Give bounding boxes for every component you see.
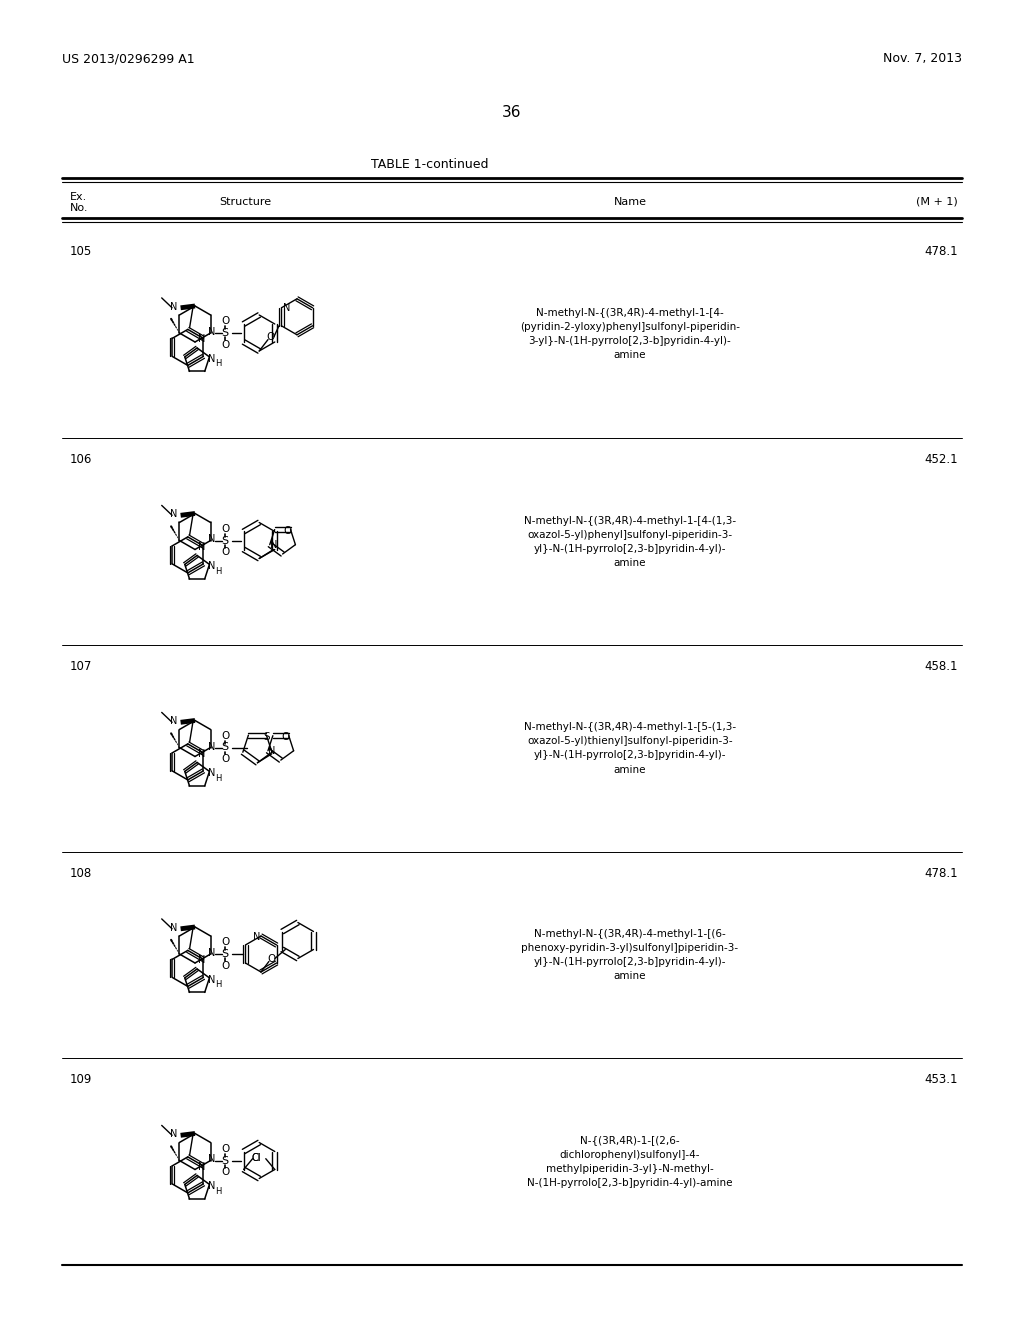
Text: Ex.: Ex. [70,191,87,202]
Text: N: N [208,354,215,364]
Text: O: O [221,317,229,326]
Text: yl}-N-(1H-pyrrolo[2,3-b]pyridin-4-yl)-: yl}-N-(1H-pyrrolo[2,3-b]pyridin-4-yl)- [534,751,726,760]
Text: S: S [221,949,228,960]
Text: 3-yl}-N-(1H-pyrrolo[2,3-b]pyridin-4-yl)-: 3-yl}-N-(1H-pyrrolo[2,3-b]pyridin-4-yl)- [528,337,731,346]
Text: 105: 105 [70,246,92,257]
Text: yl}-N-(1H-pyrrolo[2,3-b]pyridin-4-yl)-: yl}-N-(1H-pyrrolo[2,3-b]pyridin-4-yl)- [534,957,726,968]
Text: O: O [267,953,276,964]
Text: H: H [215,981,221,990]
Text: O: O [284,525,292,536]
Text: O: O [221,961,229,970]
Text: 458.1: 458.1 [925,660,958,673]
Text: 453.1: 453.1 [925,1073,958,1086]
Text: N: N [198,1162,205,1172]
Text: N: N [270,540,278,549]
Text: Cl: Cl [252,1152,261,1163]
Text: oxazol-5-yl)thienyl]sulfonyl-piperidin-3-: oxazol-5-yl)thienyl]sulfonyl-piperidin-3… [527,737,733,747]
Text: N-methyl-N-{(3R,4R)-4-methyl-1-[4-: N-methyl-N-{(3R,4R)-4-methyl-1-[4- [537,308,724,318]
Text: Nov. 7, 2013: Nov. 7, 2013 [883,51,962,65]
Text: N: N [208,975,215,985]
Text: 452.1: 452.1 [925,453,958,466]
Text: amine: amine [613,350,646,360]
Text: H: H [215,359,221,368]
Text: N-methyl-N-{(3R,4R)-4-methyl-1-[4-(1,3-: N-methyl-N-{(3R,4R)-4-methyl-1-[4-(1,3- [524,516,736,525]
Text: N-methyl-N-{(3R,4R)-4-methyl-1-[5-(1,3-: N-methyl-N-{(3R,4R)-4-methyl-1-[5-(1,3- [524,722,736,733]
Text: N: N [198,748,205,759]
Text: N: N [208,535,215,544]
Text: N: N [170,302,178,312]
Text: N: N [253,932,261,942]
Text: S: S [221,536,228,545]
Text: O: O [221,754,229,764]
Text: 108: 108 [70,867,92,880]
Text: N: N [283,302,290,313]
Text: 478.1: 478.1 [925,246,958,257]
Text: O: O [221,937,229,948]
Text: N: N [198,956,205,965]
Text: H: H [215,566,221,576]
Text: O: O [221,731,229,741]
Text: N: N [170,1130,178,1139]
Text: O: O [221,1167,229,1177]
Text: N: N [208,768,215,779]
Text: dichlorophenyl)sulfonyl]-4-: dichlorophenyl)sulfonyl]-4- [560,1150,700,1159]
Text: N: N [208,742,215,751]
Text: N: N [208,1155,215,1164]
Text: H: H [215,774,221,783]
Text: (pyridin-2-yloxy)phenyl]sulfonyl-piperidin-: (pyridin-2-yloxy)phenyl]sulfonyl-piperid… [520,322,740,333]
Text: N: N [208,561,215,572]
Text: 107: 107 [70,660,92,673]
Text: 106: 106 [70,453,92,466]
Text: US 2013/0296299 A1: US 2013/0296299 A1 [62,51,195,65]
Text: N-methyl-N-{(3R,4R)-4-methyl-1-[(6-: N-methyl-N-{(3R,4R)-4-methyl-1-[(6- [535,929,726,939]
Text: TABLE 1-continued: TABLE 1-continued [372,158,488,172]
Text: N-(1H-pyrrolo[2,3-b]pyridin-4-yl)-amine: N-(1H-pyrrolo[2,3-b]pyridin-4-yl)-amine [527,1177,733,1188]
Text: S: S [221,327,228,338]
Text: Name: Name [613,197,646,207]
Text: N: N [170,717,178,726]
Text: N: N [170,923,178,933]
Text: S: S [221,742,228,752]
Text: O: O [221,1144,229,1154]
Text: O: O [267,331,275,342]
Text: 109: 109 [70,1073,92,1086]
Text: O: O [282,731,290,742]
Text: amine: amine [613,557,646,568]
Text: S: S [263,733,269,742]
Text: O: O [221,524,229,533]
Text: O: O [221,548,229,557]
Text: N: N [208,948,215,958]
Text: O: O [221,339,229,350]
Text: No.: No. [70,203,88,213]
Text: amine: amine [613,972,646,981]
Text: amine: amine [613,764,646,775]
Text: N: N [268,746,275,756]
Text: H: H [215,1187,221,1196]
Text: phenoxy-pyridin-3-yl)sulfonyl]piperidin-3-: phenoxy-pyridin-3-yl)sulfonyl]piperidin-… [521,942,738,953]
Text: N: N [170,510,178,519]
Text: Cl: Cl [251,1152,260,1163]
Text: yl}-N-(1H-pyrrolo[2,3-b]pyridin-4-yl)-: yl}-N-(1H-pyrrolo[2,3-b]pyridin-4-yl)- [534,544,726,553]
Text: oxazol-5-yl)phenyl]sulfonyl-piperidin-3-: oxazol-5-yl)phenyl]sulfonyl-piperidin-3- [527,529,732,540]
Text: S: S [221,1155,228,1166]
Text: N-{(3R,4R)-1-[(2,6-: N-{(3R,4R)-1-[(2,6- [581,1135,680,1146]
Text: 36: 36 [502,106,522,120]
Text: (M + 1): (M + 1) [916,197,958,207]
Text: N: N [198,334,205,345]
Text: 478.1: 478.1 [925,867,958,880]
Text: Structure: Structure [219,197,271,207]
Text: methylpiperidin-3-yl}-N-methyl-: methylpiperidin-3-yl}-N-methyl- [546,1163,714,1173]
Text: N: N [208,1181,215,1192]
Text: N: N [208,327,215,337]
Text: N: N [198,543,205,552]
